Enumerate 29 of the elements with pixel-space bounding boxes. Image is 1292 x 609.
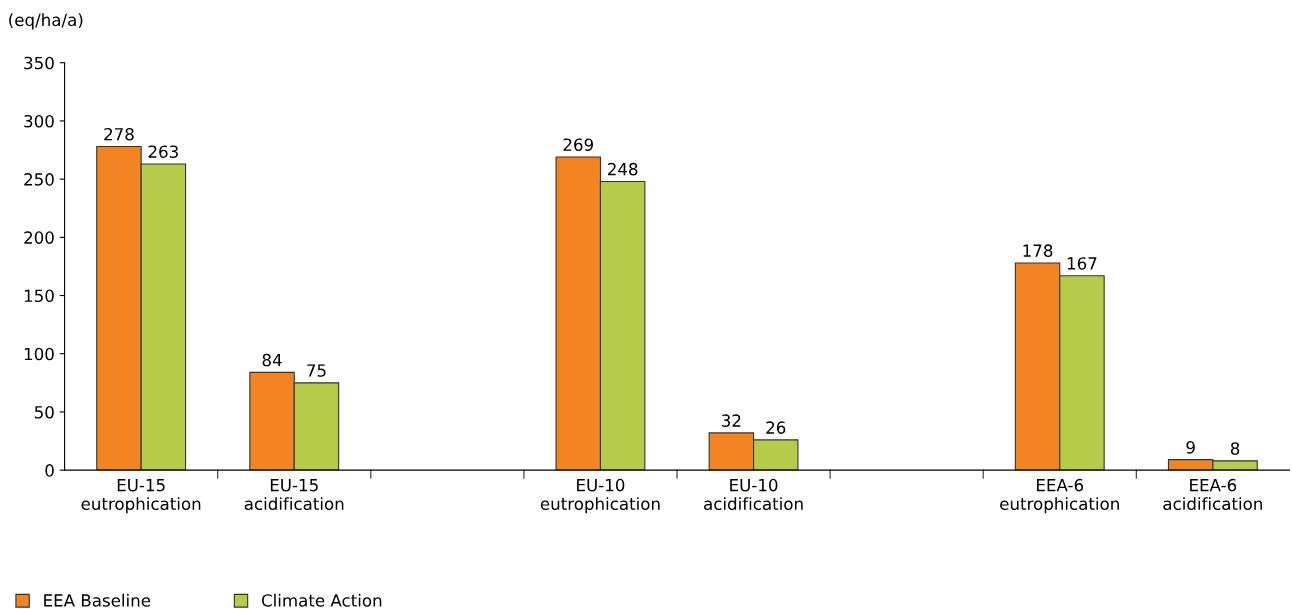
x-tick-label: EU-15 acidification: [244, 478, 344, 511]
legend-label: Climate Action: [261, 593, 382, 607]
data-label: 32: [722, 414, 741, 427]
data-label: 278: [104, 127, 134, 141]
x-tick-label: EU-15 eutrophication: [81, 478, 201, 514]
x-tick-label: EU-10 acidification: [704, 478, 803, 511]
y-tick-label: 150: [24, 289, 54, 303]
x-tick-label: EEA-6 acidification: [1163, 478, 1262, 511]
y-tick-label: 250: [24, 173, 54, 186]
data-label: 75: [307, 364, 326, 377]
data-label: 269: [563, 138, 593, 152]
x-tick-label: EEA-6 eutrophication: [1000, 478, 1119, 514]
y-tick-label: 100: [24, 347, 54, 361]
data-label: 263: [148, 145, 178, 158]
y-tick-label: 50: [34, 405, 54, 419]
data-label: 167: [1067, 257, 1097, 270]
y-axis-title: (eq/ha/a): [9, 13, 83, 30]
data-label: 248: [607, 162, 638, 176]
legend-label: EEA Baseline: [44, 593, 151, 607]
data-label: 9: [1186, 441, 1195, 454]
y-tick-label: 300: [24, 114, 54, 128]
data-label: 84: [262, 353, 282, 367]
y-tick-label: 200: [24, 231, 54, 244]
x-tick-label: EU-10 eutrophication: [540, 478, 660, 514]
data-label: 178: [1023, 244, 1053, 257]
y-tick-label: 0: [45, 464, 54, 477]
data-label: 26: [766, 421, 786, 434]
y-tick-label: 350: [24, 56, 54, 70]
data-label: 8: [1230, 442, 1240, 455]
